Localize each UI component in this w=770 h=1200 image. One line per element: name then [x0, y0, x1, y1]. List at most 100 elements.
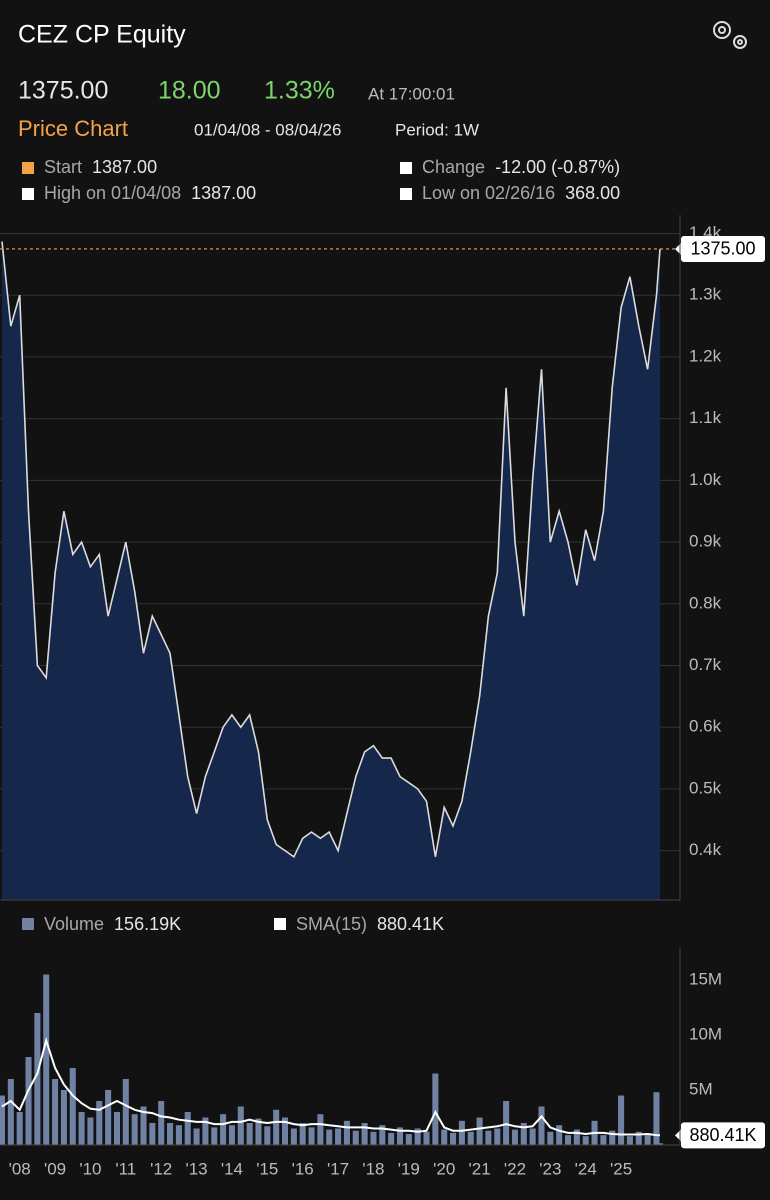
period: Period: 1W — [395, 120, 479, 139]
price-area — [2, 241, 660, 900]
volume-bar — [193, 1128, 200, 1145]
legend-marker — [400, 188, 412, 200]
volume-bar — [414, 1128, 421, 1145]
volume-bar — [158, 1101, 165, 1145]
x-tick-label: '25 — [610, 1159, 632, 1178]
x-tick-label: '18 — [362, 1159, 384, 1178]
volume-bar — [290, 1128, 297, 1145]
volume-bar — [237, 1106, 244, 1145]
volume-bar — [43, 974, 50, 1145]
x-tick-label: '19 — [398, 1159, 420, 1178]
volume-bar — [131, 1114, 138, 1145]
volume-bar — [656, 1143, 664, 1145]
volume-bar — [352, 1130, 359, 1145]
volume-bar — [503, 1101, 510, 1145]
x-tick-label: '10 — [79, 1159, 101, 1178]
summary-value: 368.00 — [565, 183, 620, 203]
volume-bar — [25, 1057, 32, 1145]
change-pct: 1.33% — [264, 77, 335, 105]
volume-bar — [379, 1125, 386, 1145]
volume-bar — [211, 1127, 218, 1145]
summary-value: -12.00 (-0.87%) — [495, 157, 620, 177]
volume-bar — [326, 1129, 333, 1145]
volume-bar — [432, 1073, 439, 1145]
volume-bar — [361, 1123, 368, 1145]
volume-bar — [87, 1117, 94, 1145]
volume-bar — [653, 1092, 660, 1145]
volume-bar — [246, 1123, 253, 1145]
volume-bar — [299, 1123, 306, 1145]
gear-hub — [737, 39, 743, 45]
gear-hub — [718, 26, 726, 34]
legend-marker — [22, 918, 34, 930]
volume-bar — [467, 1131, 474, 1145]
legend-value: 156.19K — [114, 914, 181, 934]
volume-bar — [626, 1136, 633, 1145]
volume-bar — [423, 1131, 430, 1145]
settings-icon[interactable] — [713, 21, 747, 49]
summary-label: Low on 02/26/16 — [422, 183, 555, 203]
volume-bar — [105, 1090, 112, 1145]
last-value-label: 880.41K — [689, 1125, 756, 1145]
volume-bar — [609, 1130, 616, 1145]
volume-bar — [220, 1114, 227, 1145]
volume-bar — [60, 1090, 67, 1145]
y-tick-label: 5M — [689, 1079, 713, 1098]
title: CEZ CP Equity — [18, 21, 186, 49]
volume-bar — [140, 1106, 147, 1145]
x-tick-label: '13 — [185, 1159, 207, 1178]
volume-bar — [520, 1123, 527, 1145]
volume-bar — [618, 1095, 625, 1145]
volume-bar — [122, 1079, 129, 1145]
x-tick-label: '08 — [9, 1159, 31, 1178]
y-tick-label: 1.1k — [689, 408, 722, 427]
gear — [713, 21, 731, 39]
volume-bar — [113, 1112, 121, 1145]
volume-bar — [96, 1101, 103, 1145]
summary-label: Start — [44, 157, 82, 177]
volume-bar — [175, 1125, 182, 1145]
volume-bar — [458, 1120, 465, 1145]
gear — [733, 35, 747, 49]
volume-bar — [167, 1123, 174, 1145]
price-line — [1, 241, 661, 858]
volume-bar — [396, 1127, 404, 1145]
volume-bar — [476, 1117, 483, 1145]
y-tick-label: 0.4k — [689, 840, 722, 859]
volume-bar — [494, 1128, 501, 1145]
y-tick-label: 15M — [689, 969, 722, 988]
volume-bar — [52, 1079, 59, 1145]
volume-bar — [564, 1135, 572, 1145]
x-tick-label: '09 — [44, 1159, 66, 1178]
x-tick-label: '21 — [469, 1159, 491, 1178]
volume-bar — [34, 1013, 41, 1145]
x-tick-label: '24 — [575, 1159, 597, 1178]
x-tick-label: '17 — [327, 1159, 349, 1178]
x-tick-label: '23 — [539, 1159, 561, 1178]
volume-bar — [7, 1079, 14, 1145]
y-tick-label: 0.7k — [689, 655, 722, 674]
section-title: Price Chart — [18, 116, 128, 141]
volume-bar — [317, 1114, 324, 1145]
price: 1375.00 — [18, 77, 108, 105]
y-tick-label: 0.6k — [689, 717, 722, 736]
volume-chart: 5M 10M 15M Volume 156.19K 880.41K SMA(15) 880.4… — [0, 914, 765, 1178]
price-chart: 0.4k 0.5k 0.6k 0.7k 0.8k 0.9k 1.0k 1.1k 1.2k 1.3k… — [0, 215, 765, 901]
volume-bar — [582, 1136, 589, 1145]
volume-bar — [228, 1125, 235, 1145]
volume-bar — [78, 1112, 85, 1145]
summary-value: 1387.00 — [92, 157, 157, 177]
x-tick-label: '16 — [292, 1159, 314, 1178]
x-tick-label: '11 — [115, 1159, 136, 1178]
volume-bar — [69, 1068, 76, 1145]
volume-bar — [370, 1131, 377, 1145]
x-tick-label: '14 — [221, 1159, 243, 1178]
time: At 17:00:01 — [368, 84, 455, 103]
volume-bar — [308, 1127, 315, 1145]
volume-bar — [281, 1117, 289, 1145]
y-tick-label: 10M — [689, 1024, 722, 1043]
last-value-tag — [681, 1122, 765, 1149]
legend-label: Volume — [44, 914, 104, 934]
legend-marker — [274, 918, 286, 930]
